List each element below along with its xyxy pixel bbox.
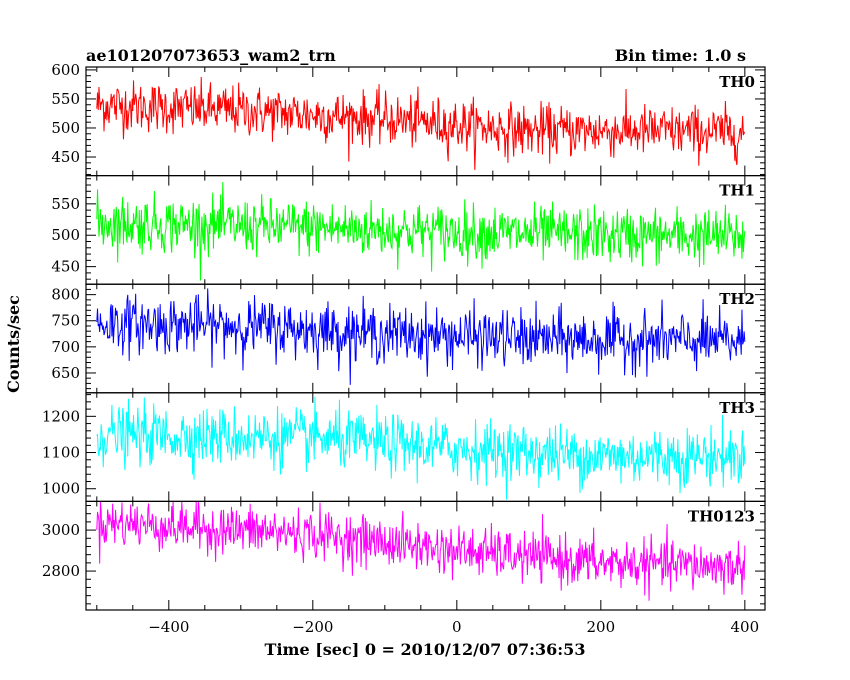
panel-th0123: 2800 3000 TH0123 (42, 500, 766, 611)
y-axis-label: Counts/sec (4, 295, 23, 393)
x-tick-label: −200 (292, 618, 333, 636)
y-tick-label: 500 (51, 119, 80, 137)
series-line-th0 (96, 77, 746, 170)
y-tick-label: 550 (51, 90, 80, 108)
chart-title: ae101207073653_wam2_trn (86, 46, 336, 65)
x-axis-label: Time [sec] 0 = 2010/12/07 07:36:53 (265, 640, 586, 659)
panel-name-label: TH3 (719, 399, 755, 417)
panel-th2: 650 700 750 800 TH2 (51, 283, 766, 394)
x-tick-label: 0 (452, 618, 462, 636)
y-tick-label: 450 (51, 258, 80, 276)
y-tick-label: 650 (51, 364, 80, 382)
y-tick-label: 1200 (42, 407, 80, 425)
y-tick-label: 800 (51, 286, 80, 304)
y-tick-label: 1000 (42, 480, 80, 498)
panel-th0: 450 500 550 600 TH0 (51, 61, 766, 177)
y-tick-label: 3000 (42, 521, 80, 539)
panel-th3: 1000 1100 1200 TH3 (42, 392, 766, 502)
bin-time-label: Bin time: 1.0 s (615, 46, 746, 65)
panel-frame-th0123 (85, 500, 766, 611)
panel-name-label: TH0 (719, 73, 755, 91)
series-line-th0123 (96, 501, 746, 601)
panel-name-label: TH0123 (688, 507, 755, 525)
y-tick-label: 550 (51, 195, 80, 213)
x-tick-label: −400 (148, 618, 189, 636)
panel-name-label: TH2 (719, 290, 755, 308)
y-tick-label: 450 (51, 148, 80, 166)
x-tick-label: 400 (731, 618, 760, 636)
x-tick-label: 200 (587, 618, 616, 636)
y-tick-label: 1100 (42, 444, 80, 462)
series-line-th2 (96, 288, 746, 385)
y-tick-label: 2800 (42, 562, 80, 580)
panel-th1: 450 500 550 TH1 (51, 175, 766, 285)
y-tick-label: 500 (51, 226, 80, 244)
y-tick-label: 700 (51, 338, 80, 356)
panels-group: 450 500 550 600 TH0 450 500 550 TH1 650 700 750 800 T… (42, 61, 766, 636)
series-line-th3 (96, 396, 746, 500)
series-line-th1 (96, 181, 746, 281)
panel-name-label: TH1 (719, 182, 755, 200)
y-tick-label: 750 (51, 312, 80, 330)
y-tick-label: 600 (51, 61, 80, 79)
